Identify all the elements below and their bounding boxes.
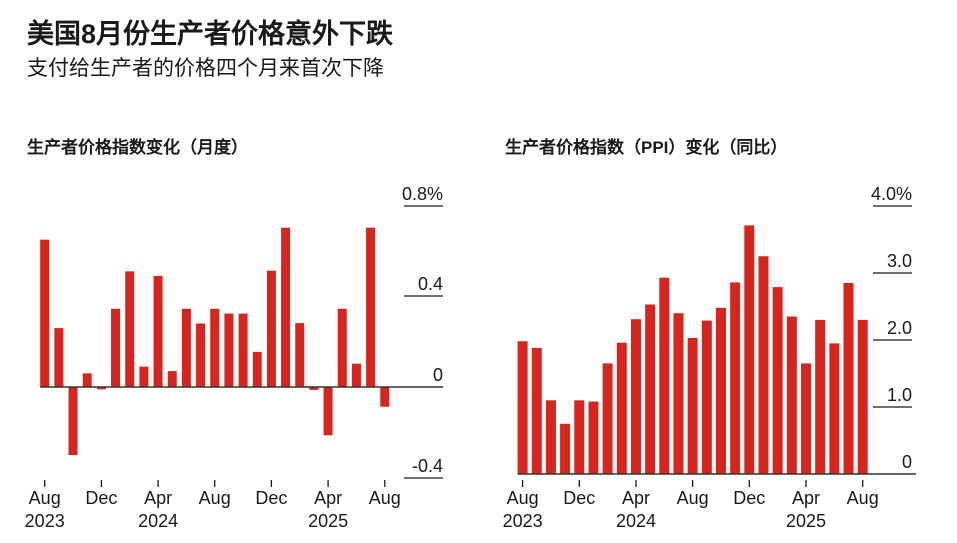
svg-text:2.0: 2.0 — [887, 318, 912, 338]
svg-text:Aug: Aug — [507, 488, 539, 508]
svg-text:Dec: Dec — [563, 488, 595, 508]
svg-text:Aug: Aug — [677, 488, 709, 508]
svg-text:4.0%: 4.0% — [871, 184, 912, 204]
svg-text:2025: 2025 — [786, 511, 826, 531]
svg-text:3.0: 3.0 — [887, 251, 912, 271]
svg-text:Apr: Apr — [622, 488, 650, 508]
svg-text:Aug: Aug — [29, 488, 61, 508]
svg-text:-0.4: -0.4 — [412, 456, 443, 476]
svg-text:Dec: Dec — [255, 488, 287, 508]
svg-text:0: 0 — [433, 365, 443, 385]
svg-text:0.8%: 0.8% — [402, 184, 443, 204]
svg-text:2025: 2025 — [308, 511, 348, 531]
svg-text:Aug: Aug — [847, 488, 879, 508]
svg-text:Dec: Dec — [733, 488, 765, 508]
svg-text:2023: 2023 — [503, 511, 543, 531]
svg-text:Apr: Apr — [144, 488, 172, 508]
svg-text:2024: 2024 — [616, 511, 656, 531]
svg-text:2023: 2023 — [25, 511, 65, 531]
svg-text:0.4: 0.4 — [418, 274, 443, 294]
svg-text:Aug: Aug — [369, 488, 401, 508]
svg-text:1.0: 1.0 — [887, 385, 912, 405]
svg-text:Apr: Apr — [792, 488, 820, 508]
svg-text:Dec: Dec — [85, 488, 117, 508]
svg-text:Apr: Apr — [314, 488, 342, 508]
svg-text:Aug: Aug — [199, 488, 231, 508]
svg-text:2024: 2024 — [138, 511, 178, 531]
svg-text:0: 0 — [902, 452, 912, 472]
